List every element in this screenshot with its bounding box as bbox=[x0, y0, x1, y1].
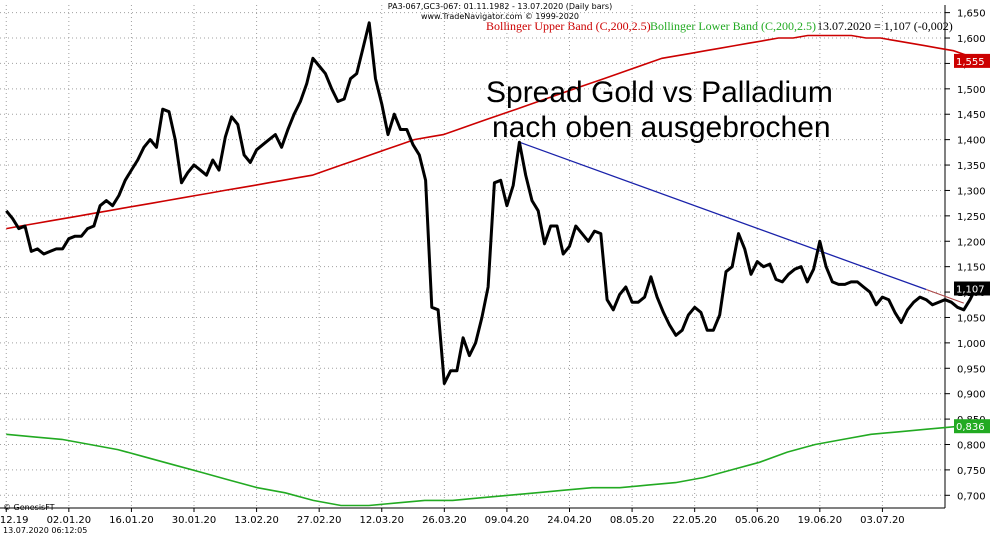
x-tick-label: 08.05.20 bbox=[610, 515, 655, 526]
upper-band-value-tag-bg bbox=[954, 53, 990, 68]
x-tick-label: 09.04.20 bbox=[485, 515, 530, 526]
x-tick-label: 30.01.20 bbox=[172, 515, 217, 526]
annotation-line-2: nach oben ausgebrochen bbox=[492, 111, 831, 144]
x-tick-label: 12.03.20 bbox=[359, 515, 404, 526]
y-tick-label: 0,700 bbox=[957, 491, 986, 502]
upper-band-line bbox=[6, 34, 983, 230]
y-tick-label: 1,650 bbox=[957, 9, 986, 20]
x-tick-label: 22.05.20 bbox=[672, 515, 717, 526]
y-tick-label: 0,750 bbox=[957, 466, 986, 477]
legend-lower-band: Bollinger Lower Band (C,200,2.5) bbox=[650, 19, 816, 33]
trendline bbox=[519, 141, 927, 291]
lower-band-line bbox=[6, 425, 983, 507]
x-tick-label: 19.06.20 bbox=[798, 515, 843, 526]
legend-upper-band: Bollinger Upper Band (C,200,2.5) bbox=[486, 19, 651, 33]
x-tick-label: 16.01.20 bbox=[109, 515, 154, 526]
y-tick-label: 1,450 bbox=[957, 110, 986, 121]
source-credit: © GenesisFT bbox=[3, 503, 55, 512]
y-tick-label: 1,300 bbox=[957, 186, 986, 197]
y-tick-label: 1,200 bbox=[957, 237, 986, 248]
x-tick-label: 03.07.20 bbox=[860, 515, 905, 526]
annotation-line-1: Spread Gold vs Palladium bbox=[486, 76, 833, 109]
x-tick-label: 05.06.20 bbox=[735, 515, 780, 526]
render-timestamp: 13.07.2020 06:12:05 bbox=[3, 526, 88, 535]
lower-band-value-tag-bg bbox=[954, 419, 990, 434]
y-tick-label: 0,900 bbox=[957, 390, 986, 401]
x-tick-label: 02.01.20 bbox=[47, 515, 92, 526]
y-tick-label: 1,500 bbox=[957, 85, 986, 96]
upper-band-value-tag: 1,555 bbox=[956, 57, 985, 68]
x-tick-label: 27.02.20 bbox=[297, 515, 342, 526]
y-tick-label: 1,400 bbox=[957, 136, 986, 147]
last-value-tag-bg bbox=[954, 281, 990, 296]
spread-line bbox=[5, 21, 983, 385]
y-tick-label: 0,800 bbox=[957, 440, 986, 451]
y-tick-label: 1,250 bbox=[957, 212, 986, 223]
y-tick-label: 0,950 bbox=[957, 364, 986, 375]
y-tick-label: 1,000 bbox=[957, 339, 986, 350]
chart-header-symbol: PA3-067,GC3-067: 01.11.1982 - 13.07.2020… bbox=[387, 2, 613, 11]
last-value-tag: 1,107 bbox=[956, 285, 985, 296]
x-tick-label: 26.03.20 bbox=[422, 515, 467, 526]
lower-band-value-tag: 0,836 bbox=[956, 422, 985, 433]
y-tick-label: 1,350 bbox=[957, 161, 986, 172]
x-tick-label: 17.12.19 bbox=[0, 515, 29, 526]
y-tick-label: 1,050 bbox=[957, 313, 986, 324]
x-tick-label: 13.02.20 bbox=[234, 515, 279, 526]
chart-header-copyright: www.TradeNavigator.com © 1999-2020 bbox=[420, 12, 580, 21]
y-tick-label: 1,600 bbox=[957, 34, 986, 45]
x-tick-label: 24.04.20 bbox=[547, 515, 592, 526]
y-tick-label: 1,150 bbox=[957, 263, 986, 274]
trendline-extension bbox=[926, 289, 964, 304]
legend-last-value: 13.07.2020 = 1,107 (-0,002) bbox=[817, 19, 953, 33]
